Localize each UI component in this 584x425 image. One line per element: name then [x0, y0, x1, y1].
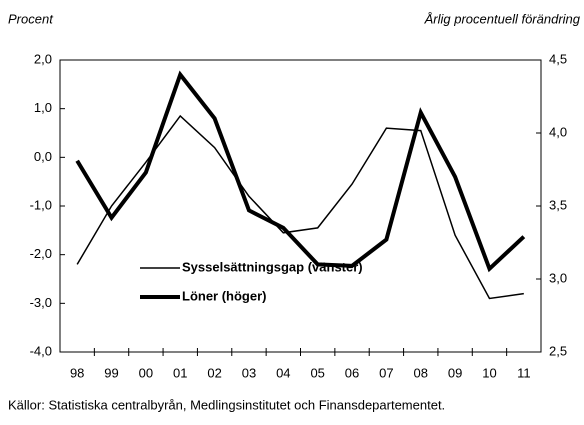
y-tick-label: 0,0 — [34, 149, 52, 164]
series-line — [75, 70, 526, 273]
x-tick-label: 98 — [70, 365, 84, 380]
y2-tick-label: 2,5 — [549, 343, 567, 358]
x-tick-label: 08 — [414, 365, 428, 380]
y-tick-label: -3,0 — [30, 295, 52, 310]
x-tick-label: 05 — [310, 365, 324, 380]
x-tick-label: 01 — [173, 365, 187, 380]
y2-tick-label: 3,0 — [549, 270, 567, 285]
y2-tick-label: 4,5 — [549, 51, 567, 66]
x-tick-label: 10 — [482, 365, 496, 380]
y-tick-label: -4,0 — [30, 343, 52, 358]
x-tick-label: 00 — [139, 365, 153, 380]
x-tick-label: 02 — [207, 365, 221, 380]
y2-tick-label: 3,5 — [549, 197, 567, 212]
y2-axis-label: Årlig procentuell förändring — [424, 11, 581, 26]
legend-label: Sysselsättningsgap (vänster) — [182, 259, 363, 274]
x-tick-label: 04 — [276, 365, 290, 380]
legend-label: Löner (höger) — [182, 288, 267, 303]
x-tick-label: 03 — [242, 365, 256, 380]
source-note: Källor: Statistiska centralbyrån, Medlin… — [8, 397, 445, 412]
x-tick-label: 99 — [104, 365, 118, 380]
x-tick-label: 06 — [345, 365, 359, 380]
y-tick-label: -1,0 — [30, 197, 52, 212]
y-tick-label: 1,0 — [34, 100, 52, 115]
y-tick-label: 2,0 — [34, 51, 52, 66]
y2-tick-label: 4,0 — [549, 124, 567, 139]
x-tick-label: 07 — [379, 365, 393, 380]
plot-frame — [59, 59, 542, 353]
y-axis-label: Procent — [8, 11, 54, 26]
x-tick-label: 09 — [448, 365, 462, 380]
x-tick-label: 11 — [517, 365, 531, 380]
y-tick-label: -2,0 — [30, 246, 52, 261]
